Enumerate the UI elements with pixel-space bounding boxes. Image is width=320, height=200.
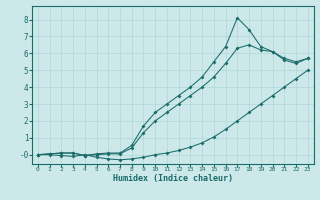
X-axis label: Humidex (Indice chaleur): Humidex (Indice chaleur) xyxy=(113,174,233,183)
